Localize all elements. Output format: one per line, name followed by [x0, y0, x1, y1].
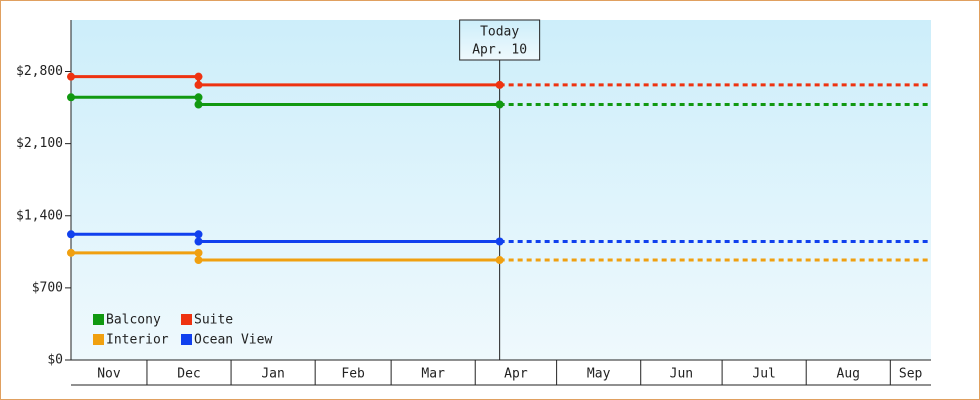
price-point [495, 80, 504, 89]
price-point [194, 248, 203, 257]
today-label: Today [480, 25, 519, 40]
y-tick-label: $700 [32, 280, 63, 295]
legend-swatch [93, 334, 104, 345]
legend-label: Suite [194, 313, 233, 328]
x-tick-label: May [587, 367, 611, 382]
y-tick-label: $2,100 [16, 136, 63, 151]
legend-swatch [181, 314, 192, 325]
price-line [71, 75, 500, 87]
legend-label: Balcony [106, 313, 161, 328]
price-point [495, 100, 504, 109]
x-tick-label: Aug [837, 367, 860, 382]
x-tick-label: Dec [177, 367, 200, 382]
y-tick-label: $2,800 [16, 64, 63, 79]
y-tick-label: $1,400 [16, 208, 63, 223]
legend-swatch [181, 334, 192, 345]
today-box [459, 19, 541, 61]
price-point [194, 72, 203, 81]
x-tick-label: Jul [752, 367, 775, 382]
price-point [194, 237, 203, 246]
price-point [67, 72, 75, 81]
price-point [495, 237, 504, 246]
x-tick-label: Jan [261, 367, 284, 382]
price-point [194, 80, 203, 89]
today-date: Apr. 10 [472, 43, 527, 58]
x-tick-label: Sep [899, 367, 923, 382]
x-tick-label: Mar [421, 367, 445, 382]
price-point [194, 256, 203, 265]
price-point [67, 93, 75, 102]
plot-area [71, 20, 931, 360]
x-tick-label: Jun [670, 367, 693, 382]
price-point [194, 100, 203, 109]
price-point [194, 93, 203, 102]
x-tick-label: Feb [341, 367, 365, 382]
x-tick-label: Nov [97, 367, 121, 382]
price-point [67, 248, 75, 257]
price-point [194, 230, 203, 239]
x-tick-label: Apr [504, 367, 528, 382]
price-point [67, 230, 75, 239]
legend-label: Interior [106, 333, 169, 348]
legend-label: Ocean View [194, 333, 272, 348]
y-tick-label: $0 [47, 353, 63, 368]
legend-swatch [93, 314, 104, 325]
price-point [495, 256, 504, 265]
